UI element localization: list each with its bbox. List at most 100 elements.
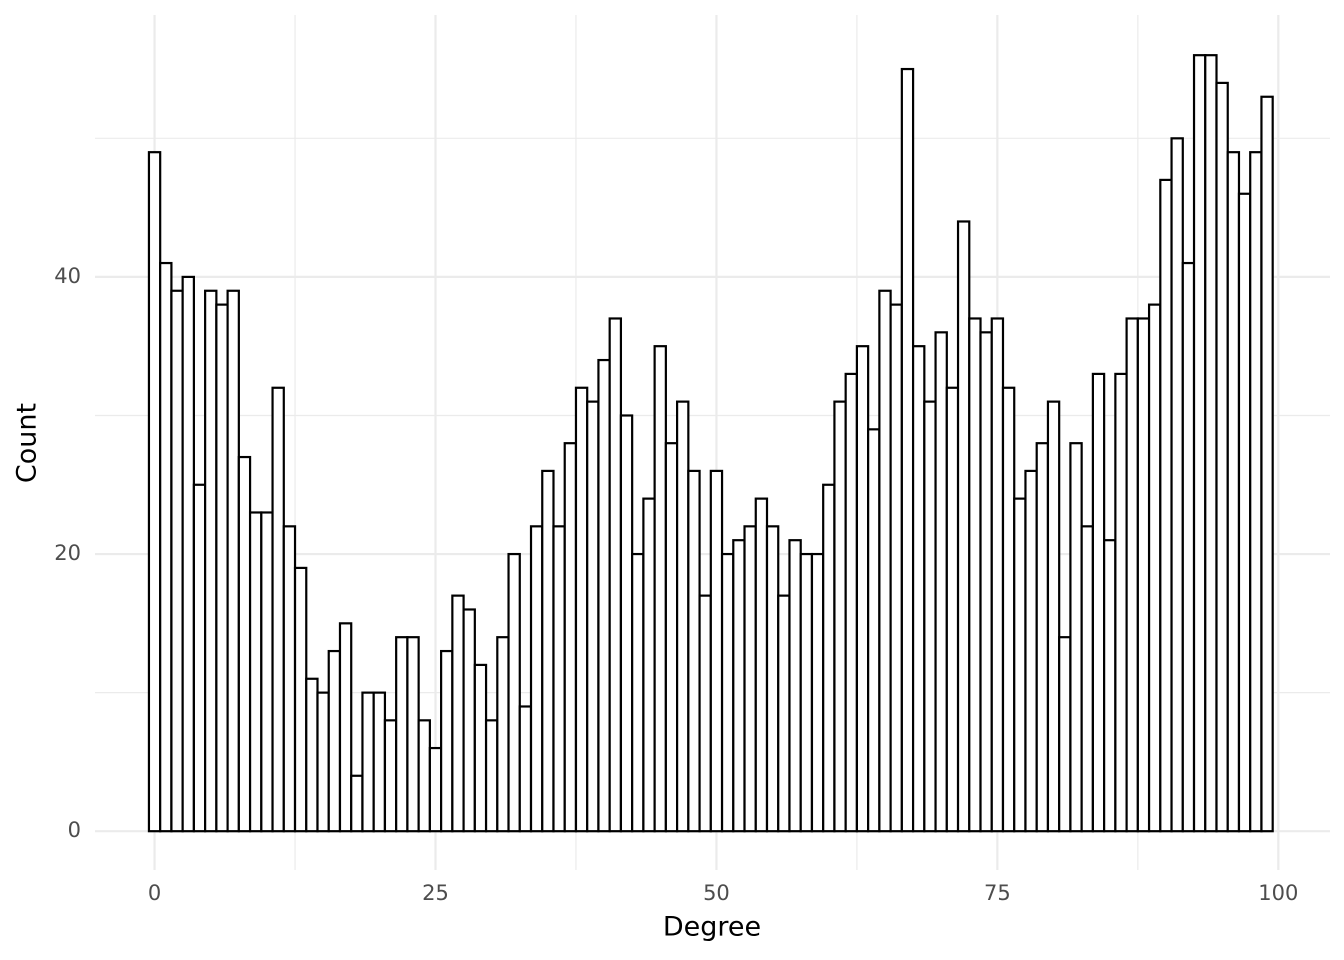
bar — [1024, 469, 1038, 833]
bar — [1170, 137, 1184, 833]
bar — [417, 719, 431, 833]
bar — [529, 525, 544, 833]
bar — [215, 303, 229, 833]
bar — [631, 552, 645, 833]
bar — [799, 552, 814, 833]
labels: 0 20 40 0 25 50 75 100 — [54, 264, 1298, 905]
bar — [765, 525, 780, 833]
bar — [1204, 54, 1218, 833]
bar — [1215, 81, 1229, 833]
bar — [1226, 151, 1241, 833]
bar — [867, 428, 881, 833]
bar — [642, 497, 656, 833]
bar — [777, 594, 791, 833]
bar — [923, 400, 937, 833]
bar — [968, 317, 982, 833]
bar — [979, 331, 993, 833]
bar — [934, 331, 948, 833]
bar — [1035, 442, 1050, 833]
bar — [810, 552, 825, 833]
bar — [406, 636, 420, 833]
bar — [204, 289, 218, 833]
bar — [552, 525, 566, 833]
bar — [338, 622, 353, 833]
bar — [462, 608, 476, 833]
bar — [1013, 497, 1027, 833]
bar — [1125, 317, 1139, 833]
bar — [1069, 442, 1083, 833]
bar — [350, 774, 364, 833]
bar — [507, 552, 521, 833]
bar — [1192, 54, 1207, 833]
bars — [147, 54, 1274, 833]
bar — [170, 289, 184, 833]
bar — [676, 400, 690, 833]
bar — [844, 372, 859, 833]
bar — [1147, 303, 1162, 833]
bar — [248, 511, 263, 833]
bar — [956, 220, 971, 833]
bar — [709, 469, 724, 833]
bar — [878, 289, 892, 833]
x-tick-label: 50 — [703, 881, 730, 905]
bar — [563, 442, 578, 833]
y-tick-label: 0 — [68, 818, 81, 842]
bar — [316, 691, 330, 833]
bar — [653, 345, 667, 833]
bar — [1181, 261, 1196, 833]
bar — [473, 663, 488, 833]
bar — [1046, 400, 1061, 833]
bar — [833, 400, 847, 833]
bar — [822, 483, 836, 833]
bar — [327, 649, 342, 833]
bar — [574, 386, 589, 833]
bar — [192, 483, 207, 833]
bar — [754, 497, 769, 833]
bar — [181, 275, 195, 833]
y-axis-title: Count — [12, 403, 43, 483]
bar — [440, 649, 454, 833]
bar — [428, 746, 443, 833]
bar — [372, 691, 387, 833]
bar — [159, 261, 173, 833]
bar — [484, 719, 499, 833]
bar — [743, 525, 757, 833]
bar — [1058, 636, 1072, 833]
bar — [788, 539, 802, 833]
bar — [383, 719, 398, 833]
bar — [1159, 178, 1173, 833]
bar — [451, 594, 465, 833]
bar — [1237, 192, 1252, 833]
bar — [1249, 151, 1263, 833]
x-tick-label: 100 — [1258, 881, 1298, 905]
bar — [698, 594, 712, 833]
y-tick-label: 40 — [54, 264, 81, 288]
bar — [1091, 372, 1106, 833]
bar — [687, 469, 701, 833]
bar — [260, 511, 274, 833]
bar — [361, 691, 375, 833]
bar — [1001, 386, 1016, 833]
bar — [586, 400, 600, 833]
bar — [226, 289, 240, 833]
bar — [271, 386, 285, 833]
bar — [720, 552, 735, 833]
bar — [496, 636, 510, 833]
bar — [619, 414, 634, 833]
bar — [945, 386, 960, 833]
bar — [305, 677, 319, 833]
bar — [990, 317, 1005, 833]
bar — [597, 358, 611, 833]
x-axis-title: Degree — [663, 912, 761, 943]
bar — [900, 67, 915, 833]
bar — [911, 345, 926, 833]
bar — [1114, 372, 1128, 833]
bar — [147, 151, 162, 833]
x-tick-label: 0 — [148, 881, 161, 905]
bar — [518, 705, 533, 833]
bar — [1260, 95, 1274, 833]
bar — [1136, 317, 1151, 833]
bar — [1103, 539, 1117, 833]
x-tick-label: 75 — [984, 881, 1011, 905]
